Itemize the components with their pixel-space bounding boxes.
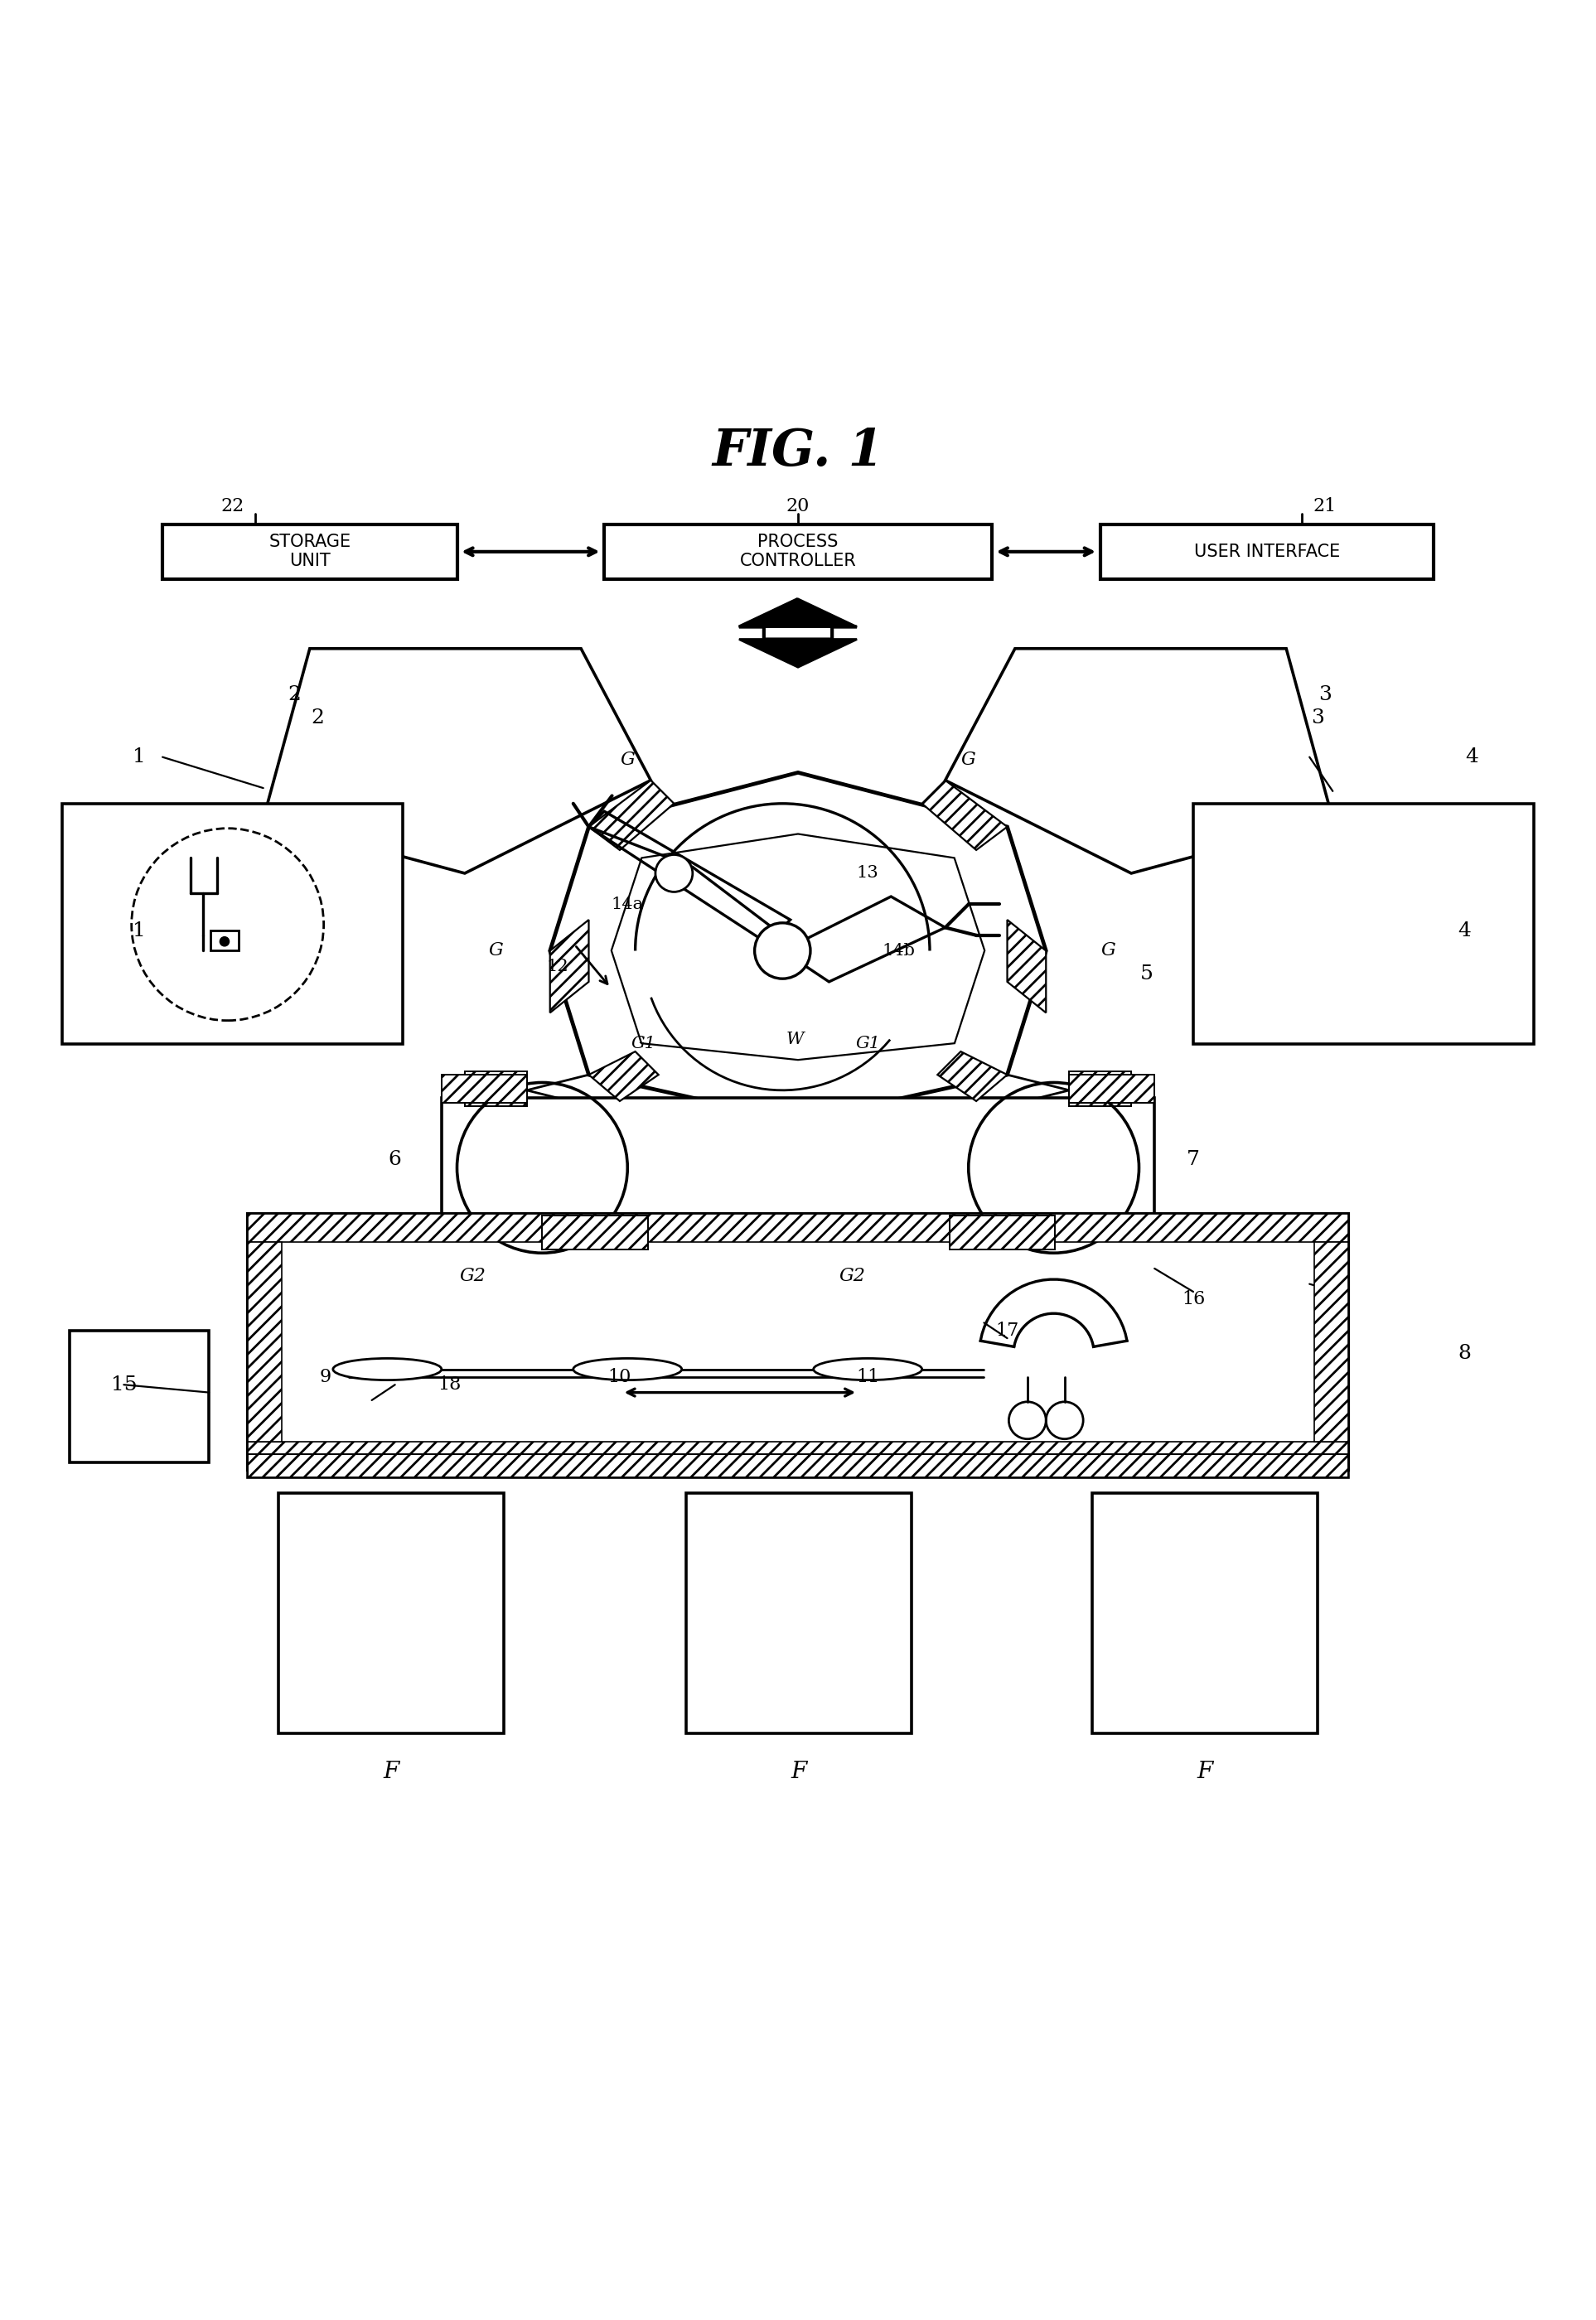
Bar bbox=[1069, 1072, 1132, 1107]
Bar bbox=[247, 1213, 1349, 1471]
Bar bbox=[464, 1072, 527, 1107]
Text: 16: 16 bbox=[1181, 1290, 1205, 1308]
Text: 15: 15 bbox=[110, 1376, 137, 1394]
Polygon shape bbox=[739, 640, 857, 668]
Polygon shape bbox=[1007, 919, 1045, 1014]
Bar bbox=[605, 524, 991, 578]
Circle shape bbox=[656, 854, 693, 891]
Text: 9: 9 bbox=[319, 1369, 330, 1385]
Bar bbox=[543, 1216, 648, 1250]
Bar bbox=[247, 1443, 1349, 1471]
Text: G2: G2 bbox=[460, 1267, 485, 1285]
Text: 18: 18 bbox=[437, 1376, 461, 1394]
Text: 5: 5 bbox=[1140, 965, 1154, 984]
Ellipse shape bbox=[334, 1360, 442, 1380]
Text: G: G bbox=[488, 942, 503, 960]
Text: 14b: 14b bbox=[883, 942, 915, 958]
Bar bbox=[279, 1494, 503, 1733]
Text: G2: G2 bbox=[839, 1267, 865, 1285]
Polygon shape bbox=[937, 1051, 1007, 1102]
Text: F: F bbox=[790, 1761, 806, 1784]
Bar bbox=[247, 1213, 1349, 1241]
Text: 2: 2 bbox=[311, 710, 324, 728]
Text: 12: 12 bbox=[547, 958, 568, 974]
Bar bbox=[70, 1329, 209, 1462]
Text: 4: 4 bbox=[1465, 747, 1479, 766]
Polygon shape bbox=[551, 773, 1045, 1121]
Text: USER INTERFACE: USER INTERFACE bbox=[1194, 543, 1341, 559]
Text: FIG. 1: FIG. 1 bbox=[712, 427, 884, 476]
Bar bbox=[62, 803, 402, 1044]
Bar bbox=[1100, 524, 1433, 578]
Text: 2: 2 bbox=[287, 684, 300, 705]
Bar bbox=[1093, 1494, 1317, 1733]
Bar bbox=[211, 930, 238, 951]
Text: 1: 1 bbox=[132, 921, 145, 940]
Bar bbox=[950, 1216, 1055, 1250]
Text: 1: 1 bbox=[132, 747, 145, 766]
Text: 3: 3 bbox=[1318, 684, 1331, 705]
Bar bbox=[686, 1494, 911, 1733]
Text: 6: 6 bbox=[388, 1151, 402, 1169]
Polygon shape bbox=[922, 780, 1007, 849]
Polygon shape bbox=[589, 1051, 659, 1102]
Polygon shape bbox=[739, 599, 857, 626]
Bar bbox=[1314, 1241, 1349, 1443]
Bar bbox=[442, 1074, 527, 1102]
Bar bbox=[1194, 803, 1534, 1044]
Text: G: G bbox=[1101, 942, 1116, 960]
Ellipse shape bbox=[814, 1360, 922, 1380]
Text: 4: 4 bbox=[1457, 921, 1472, 940]
Text: F: F bbox=[1197, 1761, 1213, 1784]
Text: 17: 17 bbox=[996, 1322, 1018, 1339]
Text: 14a: 14a bbox=[611, 896, 643, 912]
Text: G1: G1 bbox=[855, 1037, 879, 1051]
FancyArrowPatch shape bbox=[576, 947, 608, 984]
Text: W: W bbox=[785, 1032, 804, 1046]
Text: 13: 13 bbox=[857, 865, 879, 882]
Circle shape bbox=[220, 937, 230, 947]
Bar bbox=[247, 1448, 1349, 1478]
Text: 11: 11 bbox=[855, 1369, 879, 1385]
Text: 8: 8 bbox=[1457, 1343, 1472, 1364]
Polygon shape bbox=[589, 780, 674, 849]
Text: 21: 21 bbox=[1314, 496, 1337, 515]
Bar bbox=[442, 1097, 1154, 1223]
Polygon shape bbox=[551, 919, 589, 1014]
Bar bbox=[163, 524, 456, 578]
Text: 22: 22 bbox=[220, 496, 244, 515]
Text: G1: G1 bbox=[630, 1037, 656, 1051]
Bar bbox=[247, 1241, 282, 1443]
Bar bbox=[1069, 1074, 1154, 1102]
Text: 10: 10 bbox=[608, 1369, 632, 1385]
Ellipse shape bbox=[573, 1360, 681, 1380]
Text: PROCESS
CONTROLLER: PROCESS CONTROLLER bbox=[739, 534, 857, 571]
Text: F: F bbox=[383, 1761, 399, 1784]
Text: G: G bbox=[961, 752, 975, 770]
Circle shape bbox=[755, 923, 811, 979]
Text: 7: 7 bbox=[1187, 1151, 1200, 1169]
Text: 3: 3 bbox=[1310, 710, 1323, 728]
Text: G: G bbox=[621, 752, 635, 770]
Text: 20: 20 bbox=[787, 496, 809, 515]
Bar bbox=[247, 1455, 1349, 1478]
Text: STORAGE
UNIT: STORAGE UNIT bbox=[268, 534, 351, 571]
